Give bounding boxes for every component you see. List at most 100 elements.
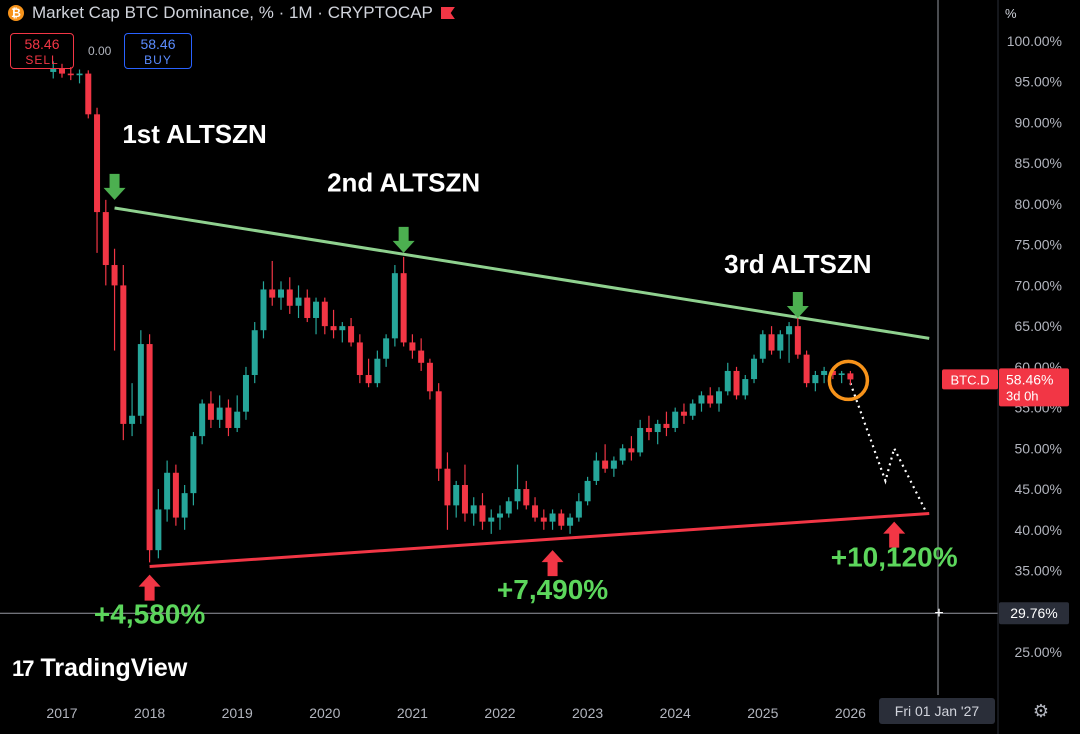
- candle-body: [610, 460, 617, 469]
- altseason-label: 2nd ALTSZN: [327, 168, 480, 198]
- candle-body: [847, 373, 854, 380]
- symbol-tag-text: BTC.D: [951, 372, 990, 387]
- candle-body: [278, 289, 284, 298]
- candle: [120, 265, 127, 441]
- arrow-down-icon: [103, 173, 126, 200]
- candle-body: [330, 326, 337, 331]
- candle: [50, 61, 57, 79]
- candle: [356, 334, 363, 384]
- candle: [242, 366, 249, 420]
- candle-body: [497, 513, 503, 518]
- candle-body: [304, 297, 311, 318]
- candle-body: [794, 326, 801, 355]
- candle-body: [768, 334, 775, 351]
- crosshair-value-tag: [999, 602, 1069, 625]
- candle: [286, 277, 293, 314]
- candle-body: [111, 265, 118, 286]
- candle-body: [663, 423, 670, 428]
- candle: [383, 334, 390, 367]
- candle: [786, 322, 793, 363]
- y-tick-label: 35.00%: [1015, 563, 1062, 579]
- candle-body: [365, 375, 372, 384]
- sell-button[interactable]: 58.46 SELL: [10, 33, 74, 69]
- candle: [278, 281, 284, 310]
- candle-body: [619, 448, 626, 461]
- candle: [155, 489, 162, 559]
- candle: [549, 509, 556, 530]
- annotations: 1st ALTSZN 2nd ALTSZN 3rd ALTSZN +4,580% +7,…: [94, 119, 958, 630]
- candle-body: [129, 415, 136, 424]
- y-tick-label: 45.00%: [1015, 481, 1062, 497]
- x-tick-label: 2021: [397, 705, 428, 721]
- candle: [260, 281, 267, 339]
- candle-body: [829, 370, 836, 376]
- candle: [619, 444, 626, 465]
- candle: [339, 322, 346, 343]
- candle-body: [724, 370, 731, 392]
- candle: [391, 265, 398, 347]
- candle-body: [242, 375, 249, 412]
- gear-icon[interactable]: ⚙: [1032, 701, 1050, 721]
- candle: [812, 370, 819, 392]
- candle: [479, 493, 486, 530]
- candle-body: [593, 460, 600, 481]
- candle-body: [514, 489, 521, 502]
- candle-body: [418, 350, 425, 363]
- candle: [689, 399, 696, 420]
- price-tags: BTC.D 58.46%3d 0h 29.76%: [942, 368, 1069, 625]
- arrow-up-icon: [138, 574, 161, 601]
- spread-value: 0.00: [88, 44, 112, 58]
- buy-button[interactable]: 58.46 BUY: [124, 33, 192, 69]
- candle: [637, 419, 644, 457]
- axis-unit: %: [1005, 6, 1017, 21]
- candle: [365, 358, 372, 388]
- candle-body: [234, 411, 241, 428]
- candle-body: [567, 517, 574, 526]
- candle: [584, 476, 591, 506]
- candle: [821, 366, 828, 384]
- y-tick-label: 40.00%: [1015, 522, 1062, 538]
- candle: [321, 297, 328, 335]
- trend-lines: [114, 206, 930, 568]
- candle-body: [216, 407, 223, 420]
- candle: [85, 70, 92, 119]
- projection-path: [849, 382, 926, 510]
- candle-body: [164, 472, 171, 510]
- candle: [76, 69, 83, 84]
- candle: [768, 326, 775, 355]
- candle-body: [207, 403, 214, 420]
- candle-body: [137, 344, 144, 416]
- support-line: [149, 512, 930, 568]
- y-tick-label: 90.00%: [1015, 114, 1062, 130]
- candle: [575, 493, 582, 522]
- candle-body: [821, 370, 828, 376]
- candle: [803, 350, 810, 388]
- candle-body: [400, 273, 407, 343]
- candle: [759, 330, 766, 363]
- altseason-label: 1st ALTSZN: [122, 119, 266, 149]
- candle: [164, 460, 171, 522]
- x-tick-label: 2020: [309, 705, 340, 721]
- candle: [733, 366, 740, 400]
- candle-countdown: 3d 0h: [1006, 388, 1039, 403]
- candle-body: [628, 448, 635, 453]
- candle-body: [838, 373, 845, 376]
- gain-label: +7,490%: [497, 574, 608, 605]
- resistance-line: [114, 206, 930, 340]
- chart-header: ₿ Market Cap BTC Dominance, % · 1M · CRY…: [8, 3, 455, 23]
- altseason-label: 3rd ALTSZN: [724, 249, 871, 279]
- x-axis: 2017 2018 2019 2020 2021 2022 2023 2024 2025 2026: [46, 705, 866, 721]
- candle: [137, 330, 144, 424]
- candle: [724, 362, 731, 396]
- candle-body: [190, 436, 197, 494]
- candle: [251, 322, 258, 384]
- candle: [532, 497, 539, 522]
- candle-body: [470, 505, 477, 514]
- candle-body: [339, 326, 346, 331]
- flag-icon[interactable]: [440, 7, 455, 19]
- sell-value: 58.46: [24, 36, 60, 52]
- candle-body: [102, 212, 109, 266]
- tradingview-logo[interactable]: 17 TradingView: [12, 654, 187, 683]
- candle: [444, 452, 451, 530]
